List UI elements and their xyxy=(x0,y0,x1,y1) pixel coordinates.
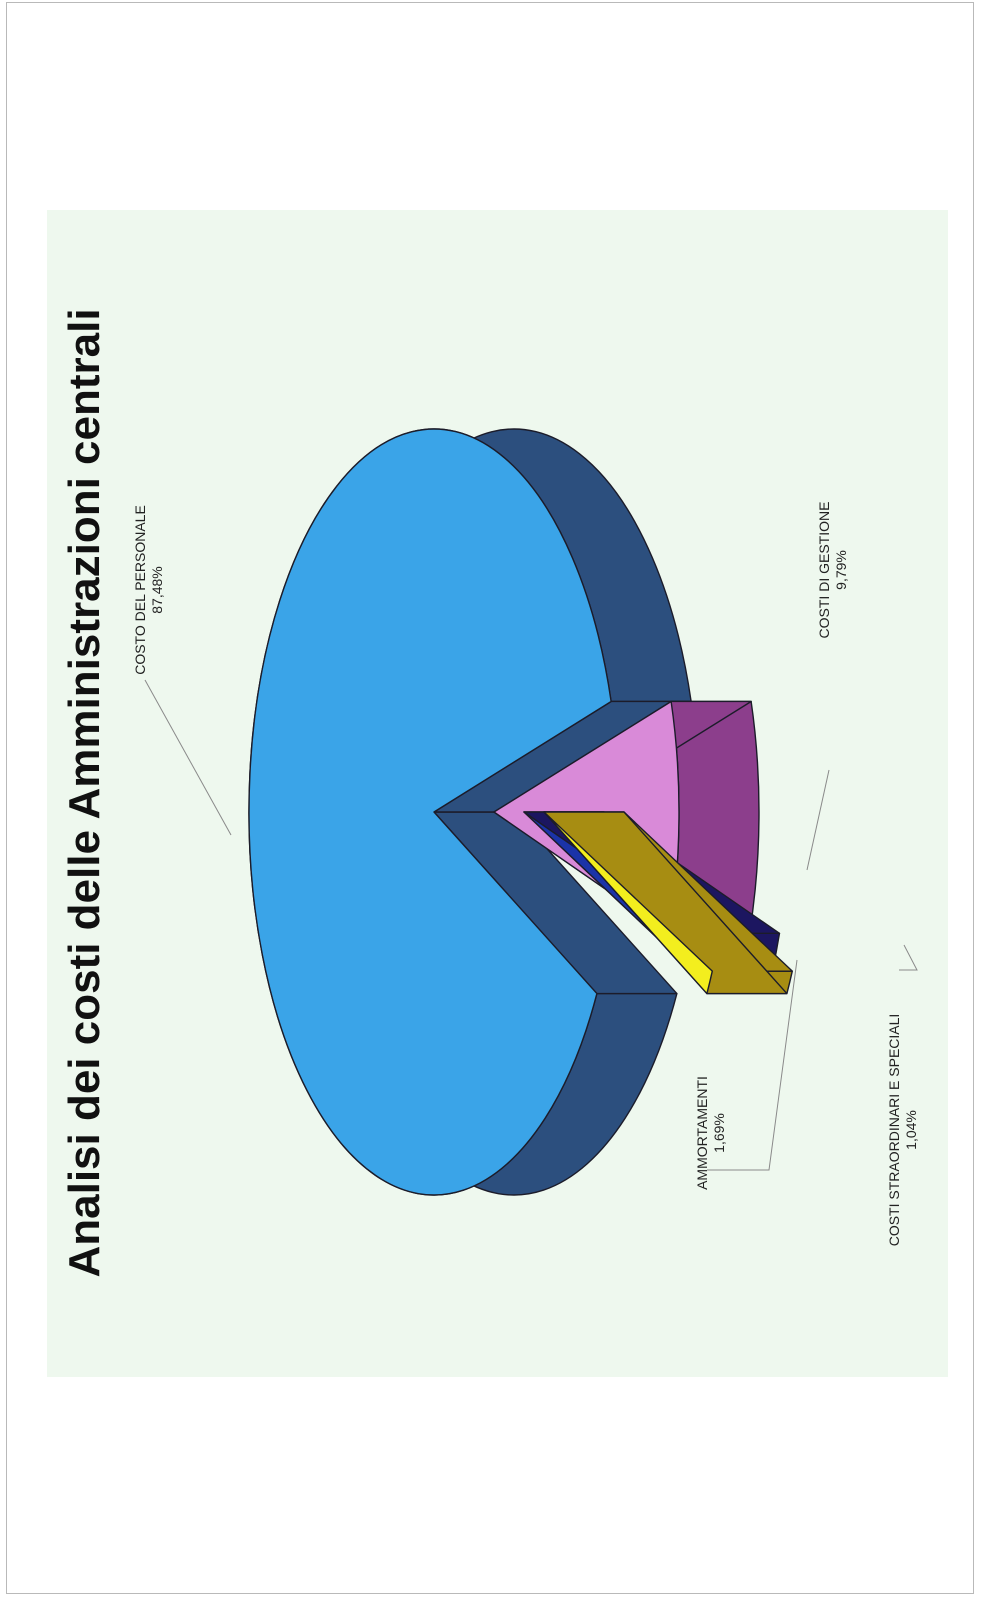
slice-costi-straordinari-e-speciali xyxy=(543,811,793,995)
leader-line-ammortamenti xyxy=(707,959,798,1171)
leader-line-costi-straordinari-e-speciali xyxy=(899,944,918,971)
slice-label-costi-di-gestione: COSTI DI GESTIONE xyxy=(816,502,832,639)
leader-lines xyxy=(144,679,918,1171)
slice-value-costi-di-gestione: 9,79% xyxy=(833,550,849,590)
pie-layer xyxy=(248,428,793,1196)
slice-top-costi-straordinari-e-speciali xyxy=(543,811,713,995)
leader-line-costo-del-personale xyxy=(144,679,232,836)
slice-top-costo-del-personale xyxy=(248,428,612,1196)
chart-panel: COSTO DEL PERSONALE 87,48% COSTI DI GESTIO… xyxy=(47,210,948,1377)
page-border xyxy=(6,2,974,1594)
pie-chart: COSTO DEL PERSONALE 87,48% COSTI DI GESTIO… xyxy=(60,308,919,1277)
slice-label-costo-del-personale: COSTO DEL PERSONALE xyxy=(132,505,148,675)
slice-value-costi-straordinari-e-speciali: 1,04% xyxy=(903,1110,919,1150)
slice-labels: COSTO DEL PERSONALE 87,48% COSTI DI GESTIO… xyxy=(132,502,919,1247)
slice-label-ammortamenti: AMMORTAMENTI xyxy=(694,1076,710,1190)
slice-value-ammortamenti: 1,69% xyxy=(711,1113,727,1153)
leader-line-costi-di-gestione xyxy=(806,769,830,871)
chart-title: Analisi dei costi delle Amministrazioni … xyxy=(60,308,109,1277)
slice-label-costi-straordinari-e-speciali: COSTI STRAORDINARI E SPECIALI xyxy=(886,1014,902,1247)
slice-value-costo-del-personale: 87,48% xyxy=(149,566,165,613)
slice-costo-del-personale xyxy=(248,428,692,1196)
